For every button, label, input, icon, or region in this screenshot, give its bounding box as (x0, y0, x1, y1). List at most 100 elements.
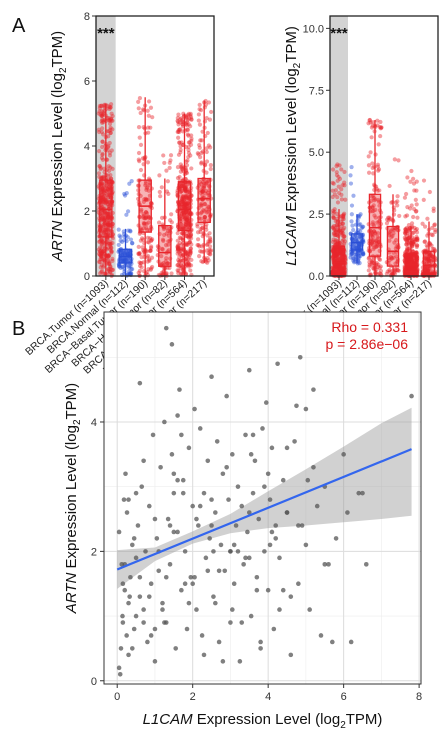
data-point (201, 181, 207, 186)
data-point (376, 231, 381, 236)
data-point (183, 225, 188, 230)
y-tick-label: 0.0 (309, 271, 324, 283)
data-point (100, 117, 105, 122)
data-point (181, 184, 186, 189)
data-point (374, 241, 379, 246)
data-point (411, 260, 416, 265)
data-point (373, 207, 378, 212)
data-point (106, 267, 111, 272)
data-point (370, 233, 375, 238)
data-point (147, 257, 152, 262)
data-point (420, 221, 425, 226)
data-point (102, 227, 108, 233)
data-point (183, 221, 188, 227)
y-axis-title: ARTN Expression Level (log2TPM) (49, 31, 69, 262)
data-point (202, 214, 207, 220)
data-point (334, 264, 339, 269)
data-point (333, 247, 338, 252)
data-point (224, 393, 229, 399)
data-point (188, 249, 193, 254)
data-point (189, 257, 194, 263)
data-point (99, 254, 104, 259)
data-point (334, 270, 339, 276)
data-point (184, 233, 189, 239)
data-point (104, 200, 110, 205)
data-point (189, 166, 194, 171)
data-point (357, 222, 362, 228)
data-point (100, 152, 105, 158)
data-point (125, 251, 130, 256)
data-point (192, 406, 197, 412)
data-point (184, 222, 189, 227)
data-point (224, 464, 229, 470)
data-point (143, 549, 148, 554)
data-point (387, 258, 392, 263)
data-point (410, 240, 416, 245)
data-point (102, 229, 107, 234)
data-point (368, 120, 373, 125)
data-point (207, 239, 212, 244)
data-point (411, 181, 417, 186)
data-point (413, 228, 418, 233)
data-point (187, 252, 193, 257)
data-point (202, 183, 207, 188)
data-point (332, 226, 337, 232)
data-point (148, 248, 153, 253)
data-point (204, 227, 209, 232)
data-point (185, 215, 190, 220)
data-point (103, 232, 109, 237)
data-point (178, 219, 183, 224)
data-point (98, 251, 103, 256)
data-point (149, 245, 154, 251)
data-point (405, 266, 410, 272)
data-point (183, 200, 188, 206)
data-point (102, 218, 107, 223)
data-point (378, 119, 383, 125)
data-point (432, 246, 437, 252)
y-tick-label: 4 (91, 417, 97, 429)
data-point (405, 256, 410, 261)
data-point (106, 254, 111, 259)
data-point (107, 222, 112, 227)
data-point (142, 216, 147, 221)
data-point (201, 490, 207, 496)
data-point (360, 490, 365, 496)
box (99, 179, 113, 238)
data-point (145, 255, 150, 260)
data-point (179, 253, 184, 258)
data-point (390, 233, 395, 238)
data-point (273, 536, 279, 541)
data-point (120, 613, 125, 619)
data-point (101, 174, 106, 179)
data-point (98, 245, 103, 250)
data-point (395, 194, 400, 199)
data-point (178, 221, 183, 227)
plot-background (104, 312, 421, 684)
data-point (406, 246, 411, 252)
data-point (186, 140, 191, 145)
data-point (106, 261, 111, 266)
data-point (371, 195, 377, 201)
data-point (198, 216, 203, 221)
data-point (107, 199, 112, 205)
data-point (332, 271, 337, 276)
data-point (156, 220, 162, 225)
data-point (426, 256, 431, 262)
data-point (209, 523, 214, 528)
data-point (184, 202, 189, 207)
data-point (340, 221, 345, 226)
data-point (180, 225, 185, 230)
data-point (341, 215, 346, 220)
data-point (391, 231, 396, 236)
data-point (107, 212, 112, 217)
data-point (330, 239, 336, 245)
data-point (99, 256, 104, 262)
data-point (371, 247, 376, 252)
data-point (144, 197, 149, 202)
data-point (277, 607, 282, 612)
data-point (200, 179, 206, 185)
data-point (384, 271, 389, 276)
data-point (104, 180, 109, 185)
data-point (369, 198, 374, 204)
data-point (409, 266, 414, 271)
